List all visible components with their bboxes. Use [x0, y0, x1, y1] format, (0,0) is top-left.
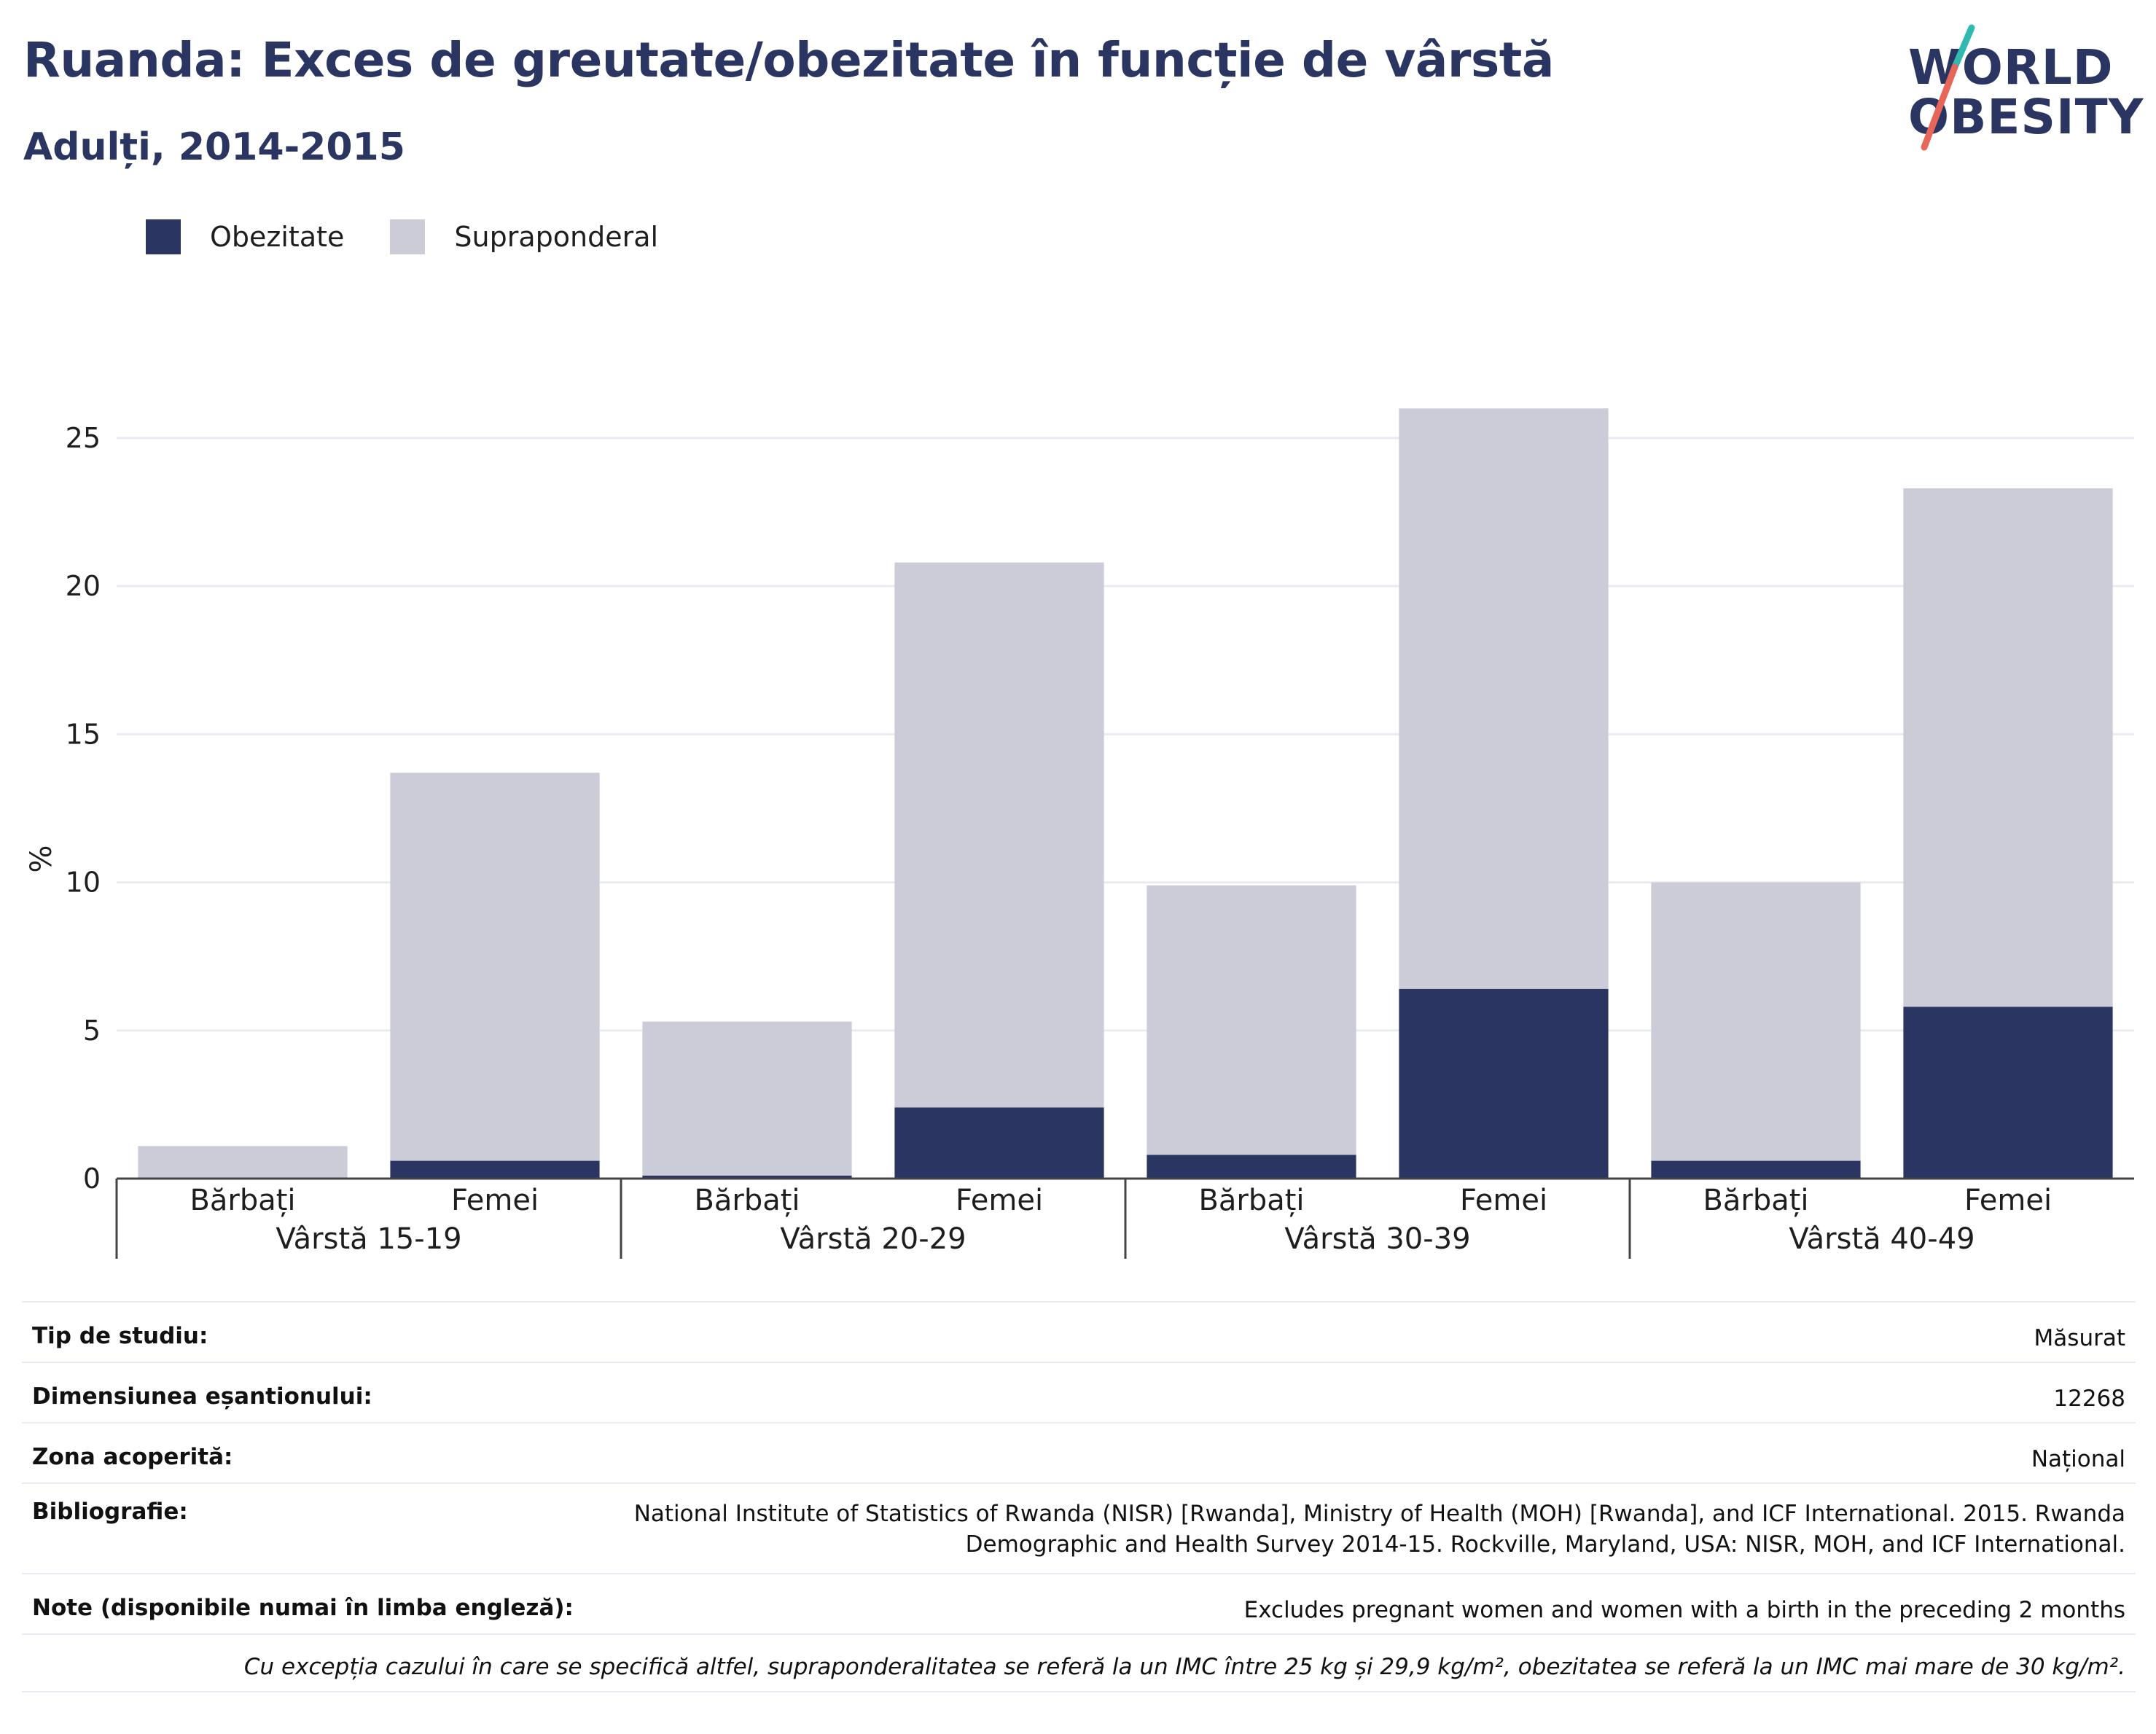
- x-tick-label: Femei: [1460, 1184, 1547, 1217]
- logo-line-2: OBESITY: [1908, 89, 2144, 145]
- bar-obesity: [894, 1107, 1104, 1179]
- world-obesity-logo: WORLD OBESITY: [1895, 22, 2143, 160]
- logo-slash-icon: [1921, 24, 1975, 151]
- info-key: Tip de studiu:: [32, 1323, 208, 1349]
- group-label: Vârstă 40-49: [1789, 1222, 1975, 1256]
- bar-obesity: [1147, 1155, 1356, 1179]
- info-row-coverage: Zona acoperită: Național: [22, 1422, 2136, 1483]
- info-row-bibliography: Bibliografie: National Institute of Stat…: [22, 1483, 2136, 1573]
- logo-line-1: WORLD: [1908, 39, 2114, 95]
- legend-label-obesity: Obezitate: [210, 221, 345, 253]
- y-tick-label: 25: [66, 422, 101, 454]
- chart-legend: Obezitate Supraponderal: [146, 219, 698, 255]
- info-value: Excludes pregnant women and women with a…: [1243, 1597, 2125, 1623]
- bar-overweight: [138, 1146, 348, 1179]
- x-tick-label: Bărbați: [190, 1184, 295, 1217]
- legend-swatch-overweight: [390, 219, 426, 254]
- bar-obesity: [390, 1160, 600, 1179]
- info-value: Național: [2031, 1446, 2125, 1472]
- group-label: Vârstă 15-19: [276, 1222, 461, 1256]
- group-label: Vârstă 20-29: [780, 1222, 966, 1256]
- x-tick-label: Bărbați: [1703, 1184, 1808, 1217]
- bar-obesity: [1399, 988, 1609, 1179]
- bar-obesity: [642, 1175, 852, 1179]
- group-label: Vârstă 30-39: [1284, 1222, 1470, 1256]
- x-tick-label: Bărbați: [1198, 1184, 1304, 1217]
- chart-subtitle: Adulți, 2014-2015: [23, 125, 405, 169]
- info-key: Dimensiunea eșantionului:: [32, 1383, 372, 1410]
- info-row-notes: Note (disponibile numai în limba engleză…: [22, 1573, 2136, 1633]
- x-tick-label: Femei: [451, 1184, 539, 1217]
- study-info-table: Tip de studiu: Măsurat Dimensiunea eșant…: [22, 1301, 2136, 1692]
- info-key: Zona acoperită:: [32, 1444, 233, 1470]
- legend-label-overweight: Supraponderal: [454, 221, 659, 253]
- bar-overweight: [1147, 885, 1356, 1155]
- y-tick-label: 20: [66, 570, 101, 602]
- x-tick-label: Bărbați: [694, 1184, 800, 1217]
- y-axis-label: %: [25, 845, 58, 872]
- info-key: Note (disponibile numai în limba engleză…: [32, 1595, 574, 1621]
- bar-overweight: [1651, 882, 1861, 1161]
- bar-obesity: [1903, 1007, 2113, 1179]
- x-tick-label: Femei: [956, 1184, 1043, 1217]
- legend-item-overweight[interactable]: Supraponderal: [390, 219, 658, 254]
- bar-overweight: [1399, 408, 1609, 989]
- bar-overweight: [642, 1021, 852, 1176]
- info-value: 12268: [2053, 1386, 2125, 1412]
- y-tick-label: 5: [83, 1015, 101, 1047]
- bar-obesity: [1651, 1160, 1861, 1179]
- info-key: Bibliografie:: [32, 1499, 188, 1525]
- info-row-study-type: Tip de studiu: Măsurat: [22, 1301, 2136, 1362]
- legend-item-obesity[interactable]: Obezitate: [146, 219, 344, 254]
- y-tick-label: 15: [66, 718, 101, 750]
- footnote: Cu excepția cazului în care se specifică…: [22, 1633, 2136, 1692]
- y-tick-label: 0: [83, 1163, 101, 1195]
- bar-chart: 0 5 10 15 20 25% Bărbați Femei Bărbați Femei Bărba…: [25, 408, 2134, 1259]
- bar-overweight: [390, 773, 600, 1161]
- bar-overweight: [1903, 488, 2113, 1007]
- legend-swatch-obesity: [146, 219, 181, 254]
- bar-overweight: [894, 562, 1104, 1108]
- chart-title: Ruanda: Exces de greutate/obezitate în f…: [23, 32, 1554, 88]
- x-tick-label: Femei: [1964, 1184, 2052, 1217]
- y-tick-label: 10: [66, 867, 101, 899]
- info-row-sample-size: Dimensiunea eșantionului: 12268: [22, 1362, 2136, 1422]
- info-value: Măsurat: [2034, 1325, 2125, 1351]
- info-value: National Institute of Statistics of Rwan…: [633, 1501, 2125, 1558]
